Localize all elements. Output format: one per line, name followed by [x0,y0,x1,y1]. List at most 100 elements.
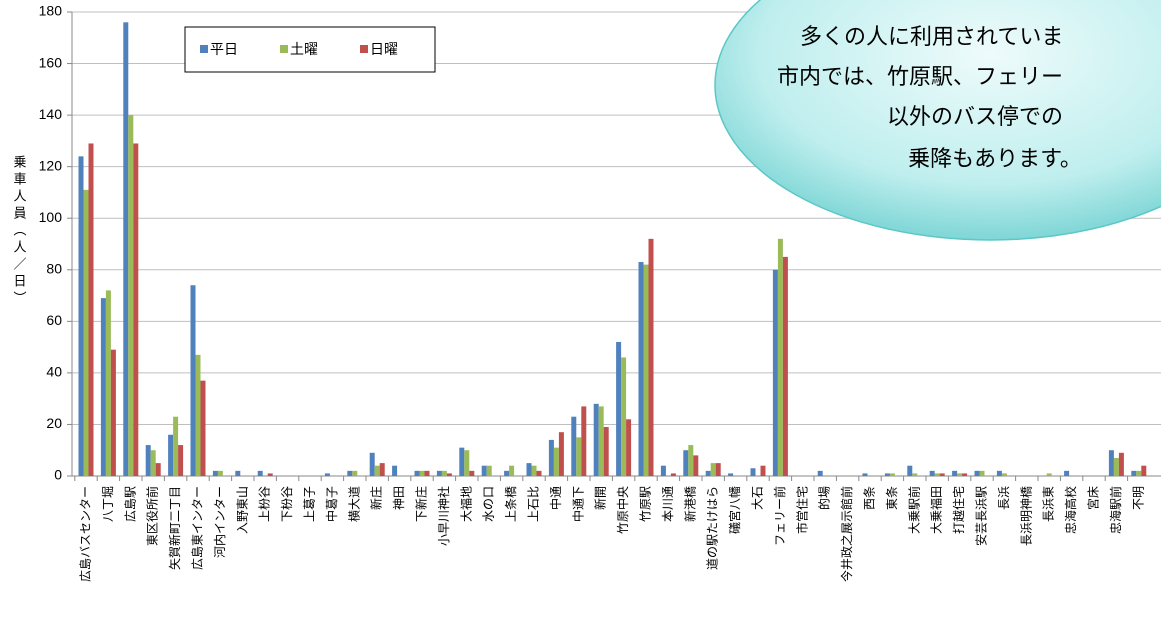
bar [643,264,649,476]
bar [441,470,447,476]
legend-swatch [200,45,208,53]
y-tick-label: 140 [39,106,63,122]
x-tick-label: 広島東インター [190,486,205,570]
bar [1118,452,1124,476]
bar [379,463,385,476]
bar [536,470,542,476]
bar [1131,470,1137,476]
bar [324,473,330,476]
x-tick-label: 長浜東 [1042,486,1056,522]
callout [714,0,1161,241]
bar [459,447,465,476]
bar [683,450,689,476]
bar [728,473,734,476]
bar [621,357,627,476]
x-tick-label: 東区役所前 [145,486,160,546]
bar [777,238,783,476]
x-tick-label: 忠海高校 [1063,486,1078,534]
x-tick-label: 新庄 [369,486,384,510]
bar [598,406,604,476]
x-tick-label: 市営住宅 [794,486,809,534]
bar [392,465,398,476]
x-tick-label: 大乗駅前 [906,486,921,534]
x-tick-label: 上石比 [527,486,541,522]
x-tick-label: 新港橋 [682,486,697,522]
bar [486,465,492,476]
bar [548,439,554,476]
x-tick-label: 西条 [863,486,877,510]
x-tick-label: 打越住宅 [951,486,966,534]
x-tick-label: 下新庄 [414,486,429,522]
bar [979,470,985,476]
callout-text: 市内では、竹原駅、フェリー [777,65,1063,90]
bar [1141,465,1147,476]
bar [884,473,890,476]
x-tick-label: 広島バスセンター [78,486,93,582]
bar [939,473,945,476]
x-tick-label: 上葛子 [303,486,317,522]
callout-text: 乗降もあります。 [908,147,1082,172]
bar [750,468,756,476]
x-tick-label: 中通 [548,486,563,510]
bar [553,447,559,476]
y-tick-label: 0 [54,467,62,483]
bar [424,470,430,476]
bar [190,285,196,476]
bar [173,416,179,476]
bar [1064,470,1070,476]
bar [688,445,694,476]
bar [235,470,241,476]
bar [100,298,106,476]
x-tick-label: 大福地 [458,486,473,522]
bar [710,463,716,476]
bar [571,416,577,476]
bar [78,156,84,476]
bar [436,470,442,476]
bar [217,470,223,476]
bar [934,473,940,476]
x-tick-label: 本川通 [661,486,675,522]
x-tick-label: 上条橋 [504,486,518,522]
bar [1136,470,1142,476]
bar [414,470,420,476]
bar [509,465,515,476]
y-tick-label: 160 [39,54,63,70]
bar [772,269,778,476]
bar [419,470,425,476]
x-tick-label: 広島駅 [122,486,137,522]
bar [526,463,532,476]
bar [996,470,1002,476]
bar [83,189,89,476]
bar [195,354,201,476]
bar [889,473,895,476]
x-tick-label: 入野東山 [235,486,249,534]
legend-box [184,26,436,73]
bar [912,473,918,476]
x-tick-label: フェリー前 [772,486,787,546]
y-tick-label: 120 [39,157,63,173]
x-tick-label: 東条 [885,486,899,510]
bar [715,463,721,476]
x-tick-label: 小早川神社 [436,486,451,546]
bar [347,470,353,476]
x-tick-label: 安芸長浜駅 [974,486,989,546]
bar [693,455,699,476]
bar [267,473,273,476]
bar [133,143,139,476]
bar [974,470,980,476]
bar [88,143,94,476]
x-tick-label: 大石 [751,486,765,510]
bar [1046,473,1052,476]
bar [123,22,129,477]
bar [616,341,622,476]
bar [1001,473,1007,476]
bar [705,470,711,476]
legend-label: 平日 [210,42,238,58]
callout-text: 多くの人に利用されていま [800,25,1063,50]
x-tick-label: 水の口 [482,486,496,522]
x-tick-label: 中通下 [570,486,585,522]
x-tick-label: 上枌谷 [257,486,272,522]
x-tick-label: 竹原駅 [639,486,653,522]
bar [212,470,218,476]
x-tick-label: 礒宮八幡 [727,486,742,534]
